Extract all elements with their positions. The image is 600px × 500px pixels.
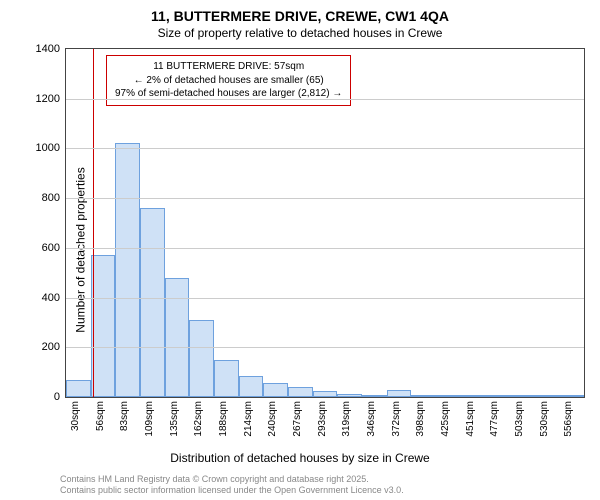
y-tick-label: 1400 [36, 43, 60, 55]
y-tick-label: 600 [42, 242, 60, 254]
histogram-bar [362, 395, 387, 397]
x-tick-label: 267sqm [292, 401, 303, 437]
x-tick-label: 503sqm [514, 401, 525, 437]
y-tick-label: 1000 [36, 142, 60, 154]
plot-area: 11 BUTTERMERE DRIVE: 57sqm ← 2% of detac… [65, 48, 585, 398]
x-tick-label: 319sqm [341, 401, 352, 437]
histogram-bar [461, 395, 486, 397]
property-marker-line [93, 49, 94, 397]
x-tick-label: 240sqm [267, 401, 278, 437]
chart-title-sub: Size of property relative to detached ho… [0, 26, 600, 40]
histogram-bar [214, 360, 239, 397]
y-tick-label: 400 [42, 292, 60, 304]
x-tick-label: 214sqm [243, 401, 254, 437]
histogram-bar [535, 395, 560, 397]
x-axis-label: Distribution of detached houses by size … [0, 451, 600, 465]
gridline [66, 248, 584, 249]
y-tick-label: 800 [42, 192, 60, 204]
x-tick-label: 530sqm [539, 401, 550, 437]
gridline [66, 99, 584, 100]
x-tick-label: 346sqm [366, 401, 377, 437]
x-tick-label: 451sqm [465, 401, 476, 437]
histogram-bar [313, 391, 338, 397]
histogram-bar [239, 376, 264, 397]
histogram-bar [387, 390, 412, 397]
legend-line-1: 11 BUTTERMERE DRIVE: 57sqm [115, 60, 342, 74]
gridline [66, 198, 584, 199]
footer-line-2: Contains public sector information licen… [60, 485, 404, 496]
histogram-bar [263, 383, 288, 397]
legend-line-2: ← 2% of detached houses are smaller (65) [115, 74, 342, 88]
chart-title-main: 11, BUTTERMERE DRIVE, CREWE, CW1 4QA [0, 8, 600, 24]
histogram-bar [165, 278, 190, 397]
histogram-bar [91, 255, 116, 397]
histogram-bar [140, 208, 165, 397]
y-tick-label: 0 [54, 391, 60, 403]
x-tick-label: 398sqm [415, 401, 426, 437]
x-tick-label: 425sqm [440, 401, 451, 437]
x-tick-label: 135sqm [169, 401, 180, 437]
gridline [66, 298, 584, 299]
histogram-bar [485, 395, 510, 397]
x-tick-label: 109sqm [144, 401, 155, 437]
y-tick-label: 1200 [36, 93, 60, 105]
histogram-bar [288, 387, 313, 397]
histogram-bar [189, 320, 214, 397]
x-tick-label: 372sqm [391, 401, 402, 437]
histogram-bar [436, 395, 461, 397]
x-tick-label: 30sqm [70, 401, 81, 431]
x-tick-label: 83sqm [119, 401, 130, 431]
x-tick-label: 477sqm [489, 401, 500, 437]
chart-container: 11, BUTTERMERE DRIVE, CREWE, CW1 4QA Siz… [0, 0, 600, 500]
x-tick-label: 556sqm [563, 401, 574, 437]
histogram-bar [115, 143, 140, 397]
gridline [66, 148, 584, 149]
histogram-bar [337, 394, 362, 397]
x-tick-label: 162sqm [193, 401, 204, 437]
histogram-bar [559, 395, 584, 397]
gridline [66, 347, 584, 348]
histogram-bar [510, 395, 535, 397]
y-tick-label: 200 [42, 341, 60, 353]
histogram-bar [66, 380, 91, 397]
x-tick-label: 188sqm [218, 401, 229, 437]
x-tick-label: 293sqm [317, 401, 328, 437]
x-tick-label: 56sqm [95, 401, 106, 431]
histogram-bar [411, 395, 436, 397]
footer-attribution: Contains HM Land Registry data © Crown c… [60, 474, 404, 497]
footer-line-1: Contains HM Land Registry data © Crown c… [60, 474, 404, 485]
